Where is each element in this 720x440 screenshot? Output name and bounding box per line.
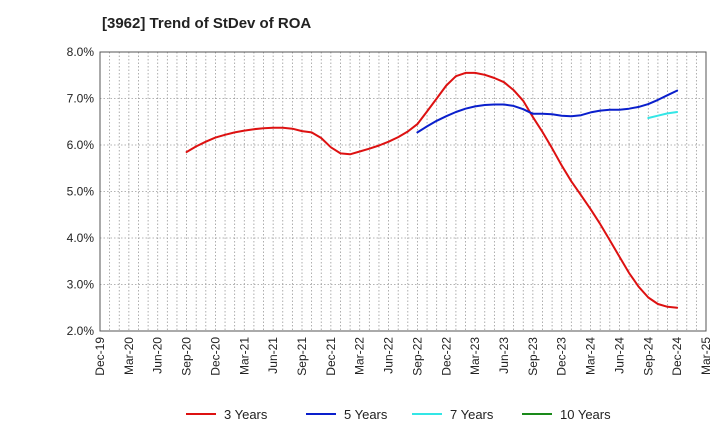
- x-tick-label: Jun-23: [497, 337, 511, 374]
- x-tick-label: Mar-25: [699, 337, 713, 375]
- legend-label-5-years: 5 Years: [344, 407, 388, 422]
- x-tick-label: Sep-21: [295, 337, 309, 376]
- series-line-3-years: [185, 71, 679, 309]
- legend-label-3-years: 3 Years: [224, 407, 268, 422]
- x-tick-label: Jun-22: [382, 337, 396, 374]
- x-tick-label: Dec-20: [208, 337, 222, 376]
- legend-label-7-years: 7 Years: [450, 407, 494, 422]
- x-axis-tick-labels: Dec-19 Mar-20 Jun-20 Sep-20 Dec-20 Mar-21 Jun-…: [93, 337, 713, 376]
- x-tick-label: Mar-22: [353, 337, 367, 375]
- chart-title: [3962] Trend of StDev of ROA: [102, 15, 312, 32]
- y-tick-label: 5.0%: [67, 185, 95, 199]
- y-axis-tick-labels: 2.0% 3.0% 4.0% 5.0% 6.0% 7.0% 8.0%: [67, 45, 95, 338]
- x-tick-label: Dec-19: [93, 337, 107, 376]
- legend-label-10-years: 10 Years: [560, 407, 611, 422]
- series-line-7-years: [647, 111, 679, 119]
- x-tick-label: Dec-22: [439, 337, 453, 376]
- x-tick-label: Mar-24: [584, 337, 598, 375]
- x-tick-label: Dec-24: [670, 337, 684, 376]
- x-tick-label: Mar-20: [122, 337, 136, 375]
- x-tick-label: Mar-21: [237, 337, 251, 375]
- series-line-5-years: [416, 89, 679, 134]
- x-tick-label: Sep-20: [180, 337, 194, 376]
- y-tick-label: 3.0%: [67, 278, 95, 292]
- x-tick-label: Dec-23: [555, 337, 569, 376]
- y-tick-label: 4.0%: [67, 231, 95, 245]
- y-tick-label: 7.0%: [67, 92, 95, 106]
- y-tick-label: 8.0%: [67, 45, 95, 59]
- legend: 3 Years 5 Years 7 Years 10 Years: [186, 407, 611, 422]
- series-lines: [185, 71, 679, 309]
- x-tick-label: Jun-24: [612, 337, 626, 374]
- x-tick-label: Mar-23: [468, 337, 482, 375]
- x-tick-label: Dec-21: [324, 337, 338, 376]
- x-tick-label: Jun-20: [151, 337, 165, 374]
- x-tick-label: Sep-24: [641, 337, 655, 376]
- y-tick-label: 6.0%: [67, 138, 95, 152]
- x-tick-label: Jun-21: [266, 337, 280, 374]
- x-tick-label: Sep-22: [410, 337, 424, 376]
- x-tick-label: Sep-23: [526, 337, 540, 376]
- plot-area-border: [99, 51, 707, 332]
- grid: [100, 52, 706, 331]
- y-tick-label: 2.0%: [67, 324, 95, 338]
